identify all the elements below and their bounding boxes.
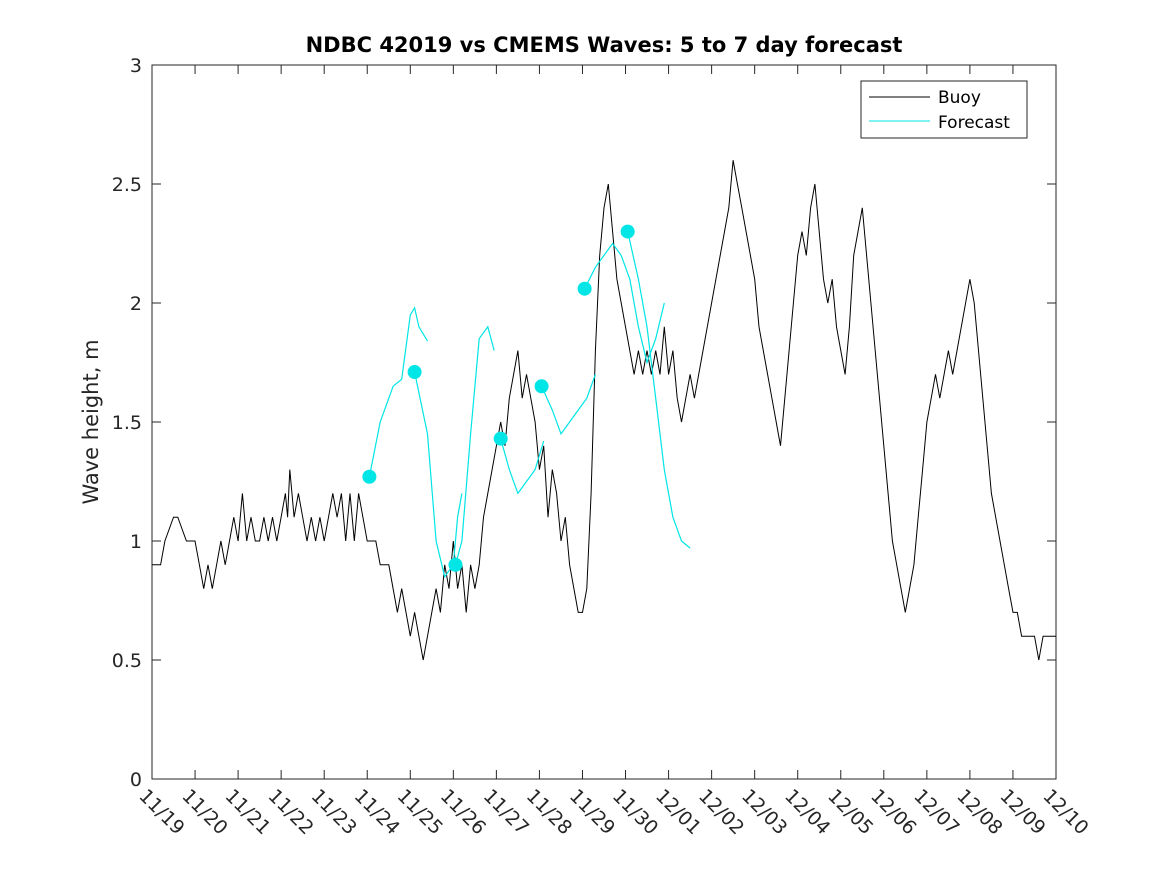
buoy-series-line bbox=[152, 160, 1056, 661]
legend-forecast-label: Forecast bbox=[938, 113, 1010, 133]
x-tick-label: 12/10 bbox=[1038, 785, 1092, 839]
forecast-series-line bbox=[541, 374, 596, 436]
x-tick-label: 11/26 bbox=[436, 785, 490, 839]
forecast-start-marker bbox=[534, 379, 549, 394]
x-tick-label: 11/21 bbox=[221, 785, 275, 839]
forecast-series-line bbox=[500, 438, 545, 495]
x-tick-label: 12/06 bbox=[866, 785, 920, 839]
chart-title: NDBC 42019 vs CMEMS Waves: 5 to 7 day fo… bbox=[306, 33, 903, 57]
forecast-series-line bbox=[584, 242, 665, 365]
forecast-start-marker bbox=[577, 281, 592, 296]
forecast-series-line bbox=[454, 325, 495, 565]
legend: Buoy Forecast bbox=[860, 80, 1028, 139]
x-tick-label: 12/07 bbox=[909, 785, 963, 839]
x-tick-label: 12/04 bbox=[780, 785, 834, 839]
series-layer bbox=[152, 160, 1056, 661]
forecast-start-marker bbox=[448, 557, 463, 572]
x-tick-label: 11/23 bbox=[307, 785, 361, 839]
x-tick-label: 12/03 bbox=[737, 785, 791, 839]
forecast-start-marker bbox=[362, 469, 377, 484]
forecast-start-marker bbox=[407, 365, 422, 380]
y-tick-label: 0.5 bbox=[112, 650, 142, 672]
x-tick-label: 11/25 bbox=[393, 785, 447, 839]
x-tick-label: 11/22 bbox=[264, 785, 318, 839]
x-tick-label: 11/28 bbox=[522, 785, 576, 839]
x-tick-label: 12/09 bbox=[995, 785, 1049, 839]
x-tick-label: 12/05 bbox=[823, 785, 877, 839]
x-tick-label: 12/02 bbox=[694, 785, 748, 839]
x-tick-label: 11/27 bbox=[479, 785, 533, 839]
forecast-series-line bbox=[368, 306, 429, 477]
y-axis-label: Wave height, m bbox=[79, 339, 103, 504]
y-axis-ticks: 0 0.5 1 1.5 2 2.5 3 bbox=[112, 55, 1056, 791]
y-tick-label: 2.5 bbox=[112, 174, 142, 196]
legend-buoy-label: Buoy bbox=[938, 88, 981, 108]
forecast-start-marker bbox=[493, 431, 508, 446]
x-tick-label: 11/29 bbox=[565, 785, 619, 839]
x-tick-label: 11/24 bbox=[350, 785, 404, 839]
legend-box bbox=[860, 80, 1028, 139]
y-tick-label: 0 bbox=[130, 769, 142, 791]
x-tick-label: 12/01 bbox=[651, 785, 705, 839]
y-tick-label: 1.5 bbox=[112, 412, 142, 434]
y-tick-label: 2 bbox=[130, 293, 142, 315]
forecast-start-marker bbox=[620, 224, 635, 239]
y-tick-label: 3 bbox=[130, 55, 142, 77]
forecast-series-line bbox=[627, 231, 691, 549]
forecast-series-line bbox=[414, 371, 463, 579]
y-tick-label: 1 bbox=[130, 531, 142, 553]
x-tick-label: 11/19 bbox=[134, 785, 188, 839]
x-tick-label: 11/30 bbox=[608, 785, 662, 839]
x-tick-label: 12/08 bbox=[952, 785, 1006, 839]
plot-area bbox=[151, 64, 1057, 780]
x-tick-label: 11/20 bbox=[178, 785, 232, 839]
